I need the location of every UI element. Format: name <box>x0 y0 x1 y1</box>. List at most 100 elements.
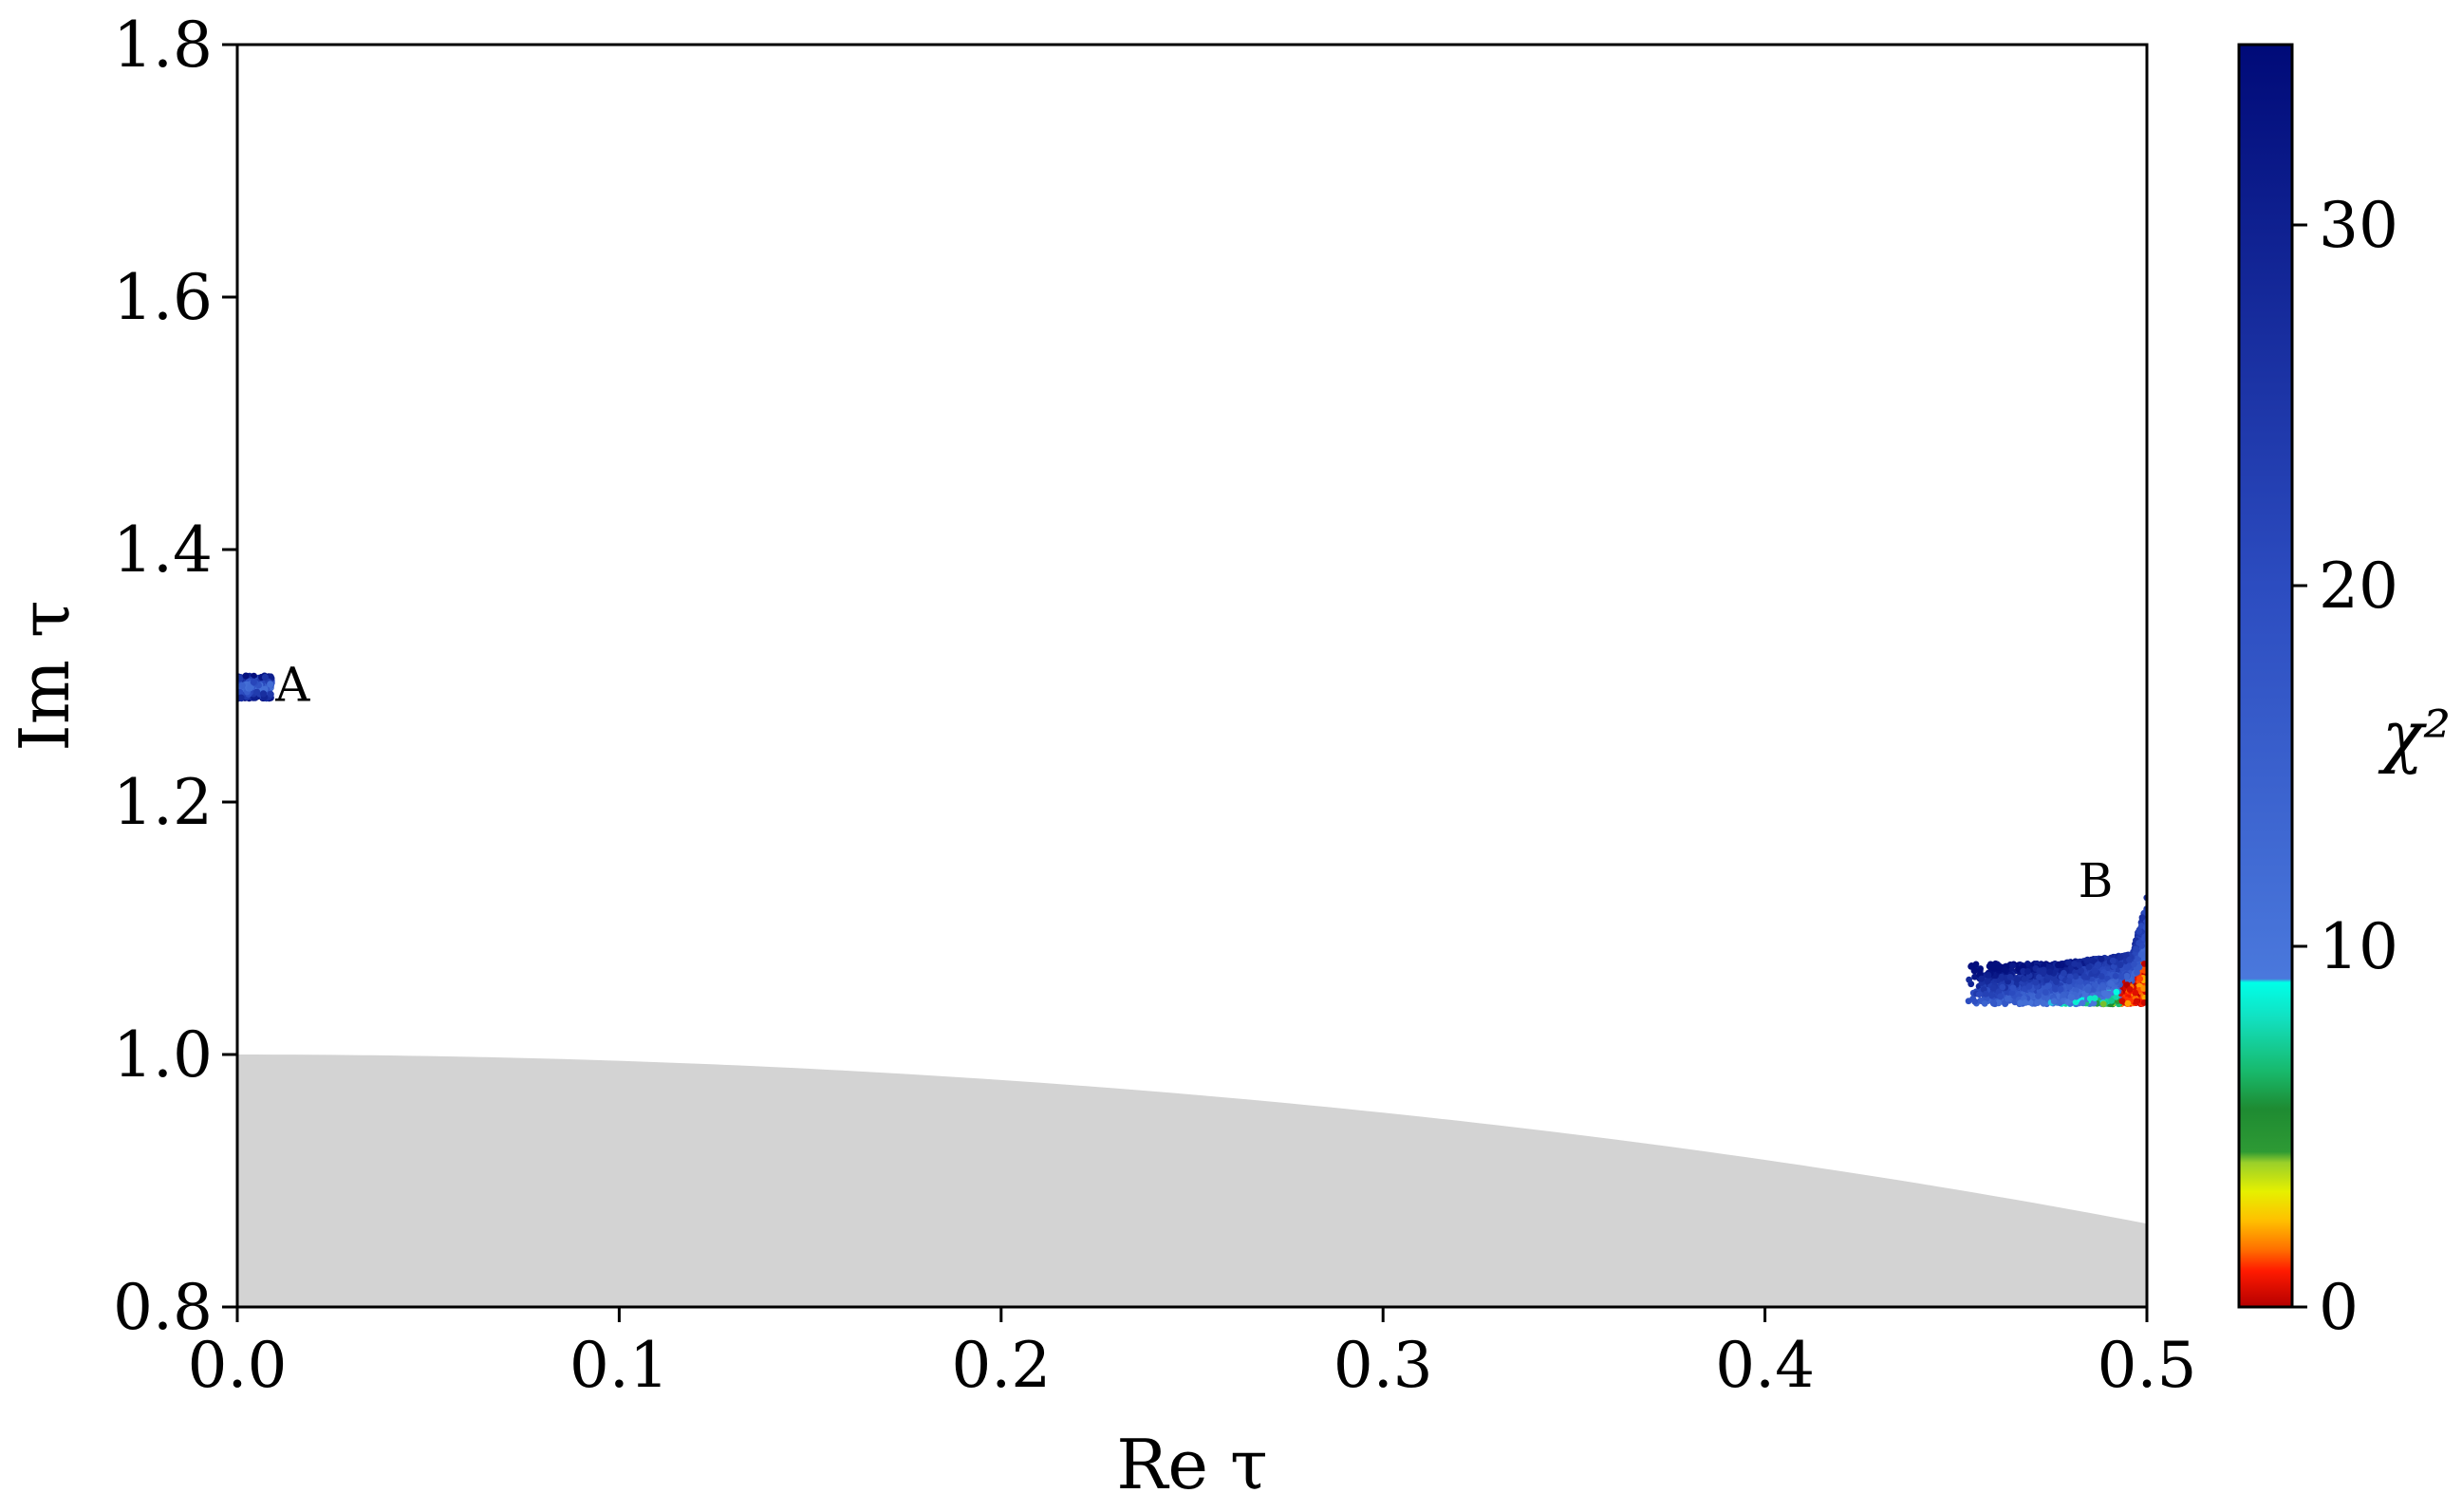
x-axis-ticks: 0.0 0.1 0.2 0.3 0.4 0.5 <box>188 1307 2197 1402</box>
data-point <box>1972 961 1980 968</box>
data-point <box>2036 974 2042 980</box>
data-point <box>2107 980 2115 987</box>
data-point <box>2057 985 2064 993</box>
data-point <box>2035 992 2042 999</box>
data-point <box>2133 945 2140 953</box>
data-point <box>1997 993 2005 1000</box>
data-point <box>2126 956 2133 963</box>
y-tick-label: 1.6 <box>113 261 213 334</box>
data-point <box>2052 985 2059 993</box>
data-point <box>2072 973 2080 980</box>
data-point <box>2117 961 2124 969</box>
data-point <box>2008 989 2016 997</box>
data-point <box>2078 967 2085 974</box>
excluded-region <box>237 1055 2147 1307</box>
y-tick-label: 1.0 <box>113 1018 213 1092</box>
data-point <box>2126 986 2134 993</box>
data-point <box>260 690 268 698</box>
data-point <box>2046 968 2054 976</box>
data-point <box>2077 978 2084 985</box>
data-point <box>2098 973 2105 980</box>
data-point <box>2050 998 2058 1005</box>
data-point <box>2080 973 2088 980</box>
data-point <box>2042 989 2049 996</box>
annotations: AB <box>274 658 2113 908</box>
data-point <box>267 690 274 699</box>
data-point <box>2108 998 2116 1004</box>
data-point <box>2137 951 2145 958</box>
data-point <box>2084 956 2091 963</box>
data-point <box>2113 988 2120 996</box>
data-point <box>2040 999 2047 1007</box>
data-point <box>2134 969 2140 976</box>
data-point <box>2099 1000 2107 1008</box>
data-point <box>1984 978 1991 984</box>
data-point <box>2053 978 2060 985</box>
data-point <box>261 673 269 681</box>
data-point <box>2014 976 2022 983</box>
colorbar: 0 10 20 30 χ² <box>2237 43 2452 1344</box>
data-point <box>2009 984 2017 992</box>
data-point <box>238 681 246 690</box>
data-point <box>2098 956 2105 962</box>
data-point <box>2025 982 2033 990</box>
data-point <box>1965 998 1972 1005</box>
data-point <box>1976 991 1983 999</box>
data-point <box>2117 973 2125 980</box>
data-point <box>2140 999 2147 1006</box>
data-point <box>2136 975 2144 982</box>
data-point <box>1976 967 1984 975</box>
data-point <box>2136 928 2143 935</box>
data-point <box>2131 961 2137 968</box>
data-point <box>2136 963 2143 971</box>
data-point <box>2091 967 2098 975</box>
data-point <box>1982 990 1989 998</box>
data-point <box>242 672 250 680</box>
data-point <box>2090 999 2098 1007</box>
data-point <box>1989 999 1997 1007</box>
data-point <box>2055 961 2061 969</box>
colorbar-tick-label: 10 <box>2319 910 2398 983</box>
y-tick-label: 1.2 <box>113 766 213 839</box>
data-point <box>2099 983 2107 991</box>
data-point <box>2113 994 2119 1000</box>
colorbar-frame <box>2237 43 2294 1309</box>
data-point <box>1978 975 1986 982</box>
data-point <box>1987 992 1995 999</box>
data-point <box>267 681 274 688</box>
colorbar-tick-label: 30 <box>2319 189 2398 262</box>
data-point <box>2133 998 2140 1005</box>
annotation-label: A <box>274 658 310 713</box>
data-point <box>253 688 261 696</box>
x-tick-label: 0.2 <box>951 1329 1051 1402</box>
data-point <box>2001 966 2008 974</box>
x-tick-label: 0.0 <box>188 1329 288 1402</box>
data-point <box>2132 989 2139 997</box>
x-tick-label: 0.5 <box>2098 1329 2197 1402</box>
data-point <box>2044 973 2052 980</box>
data-point <box>2035 998 2042 1004</box>
data-point <box>2118 998 2126 1005</box>
y-axis-ticks: 0.8 1.0 1.2 1.4 1.6 1.8 <box>113 9 237 1344</box>
data-point <box>2017 999 2024 1006</box>
data-point <box>2138 943 2146 949</box>
data-point <box>237 688 244 696</box>
x-tick-label: 0.3 <box>1334 1329 1433 1402</box>
x-tick-label: 0.1 <box>569 1329 669 1402</box>
data-point <box>2079 999 2086 1007</box>
data-point <box>2065 983 2073 990</box>
scatter-points-layer <box>237 672 2147 1008</box>
data-point <box>2045 982 2053 989</box>
data-point <box>2085 963 2093 971</box>
colorbar-label: χ² <box>2378 696 2452 775</box>
data-point <box>2024 968 2031 975</box>
data-point <box>2117 953 2124 961</box>
data-point <box>2022 999 2029 1006</box>
data-point <box>2064 999 2072 1005</box>
data-point <box>2065 959 2072 966</box>
data-point <box>1971 998 1979 1005</box>
data-point <box>246 684 253 692</box>
data-point <box>1966 976 1973 983</box>
data-point <box>2101 990 2109 998</box>
y-tick-label: 0.8 <box>113 1271 213 1344</box>
